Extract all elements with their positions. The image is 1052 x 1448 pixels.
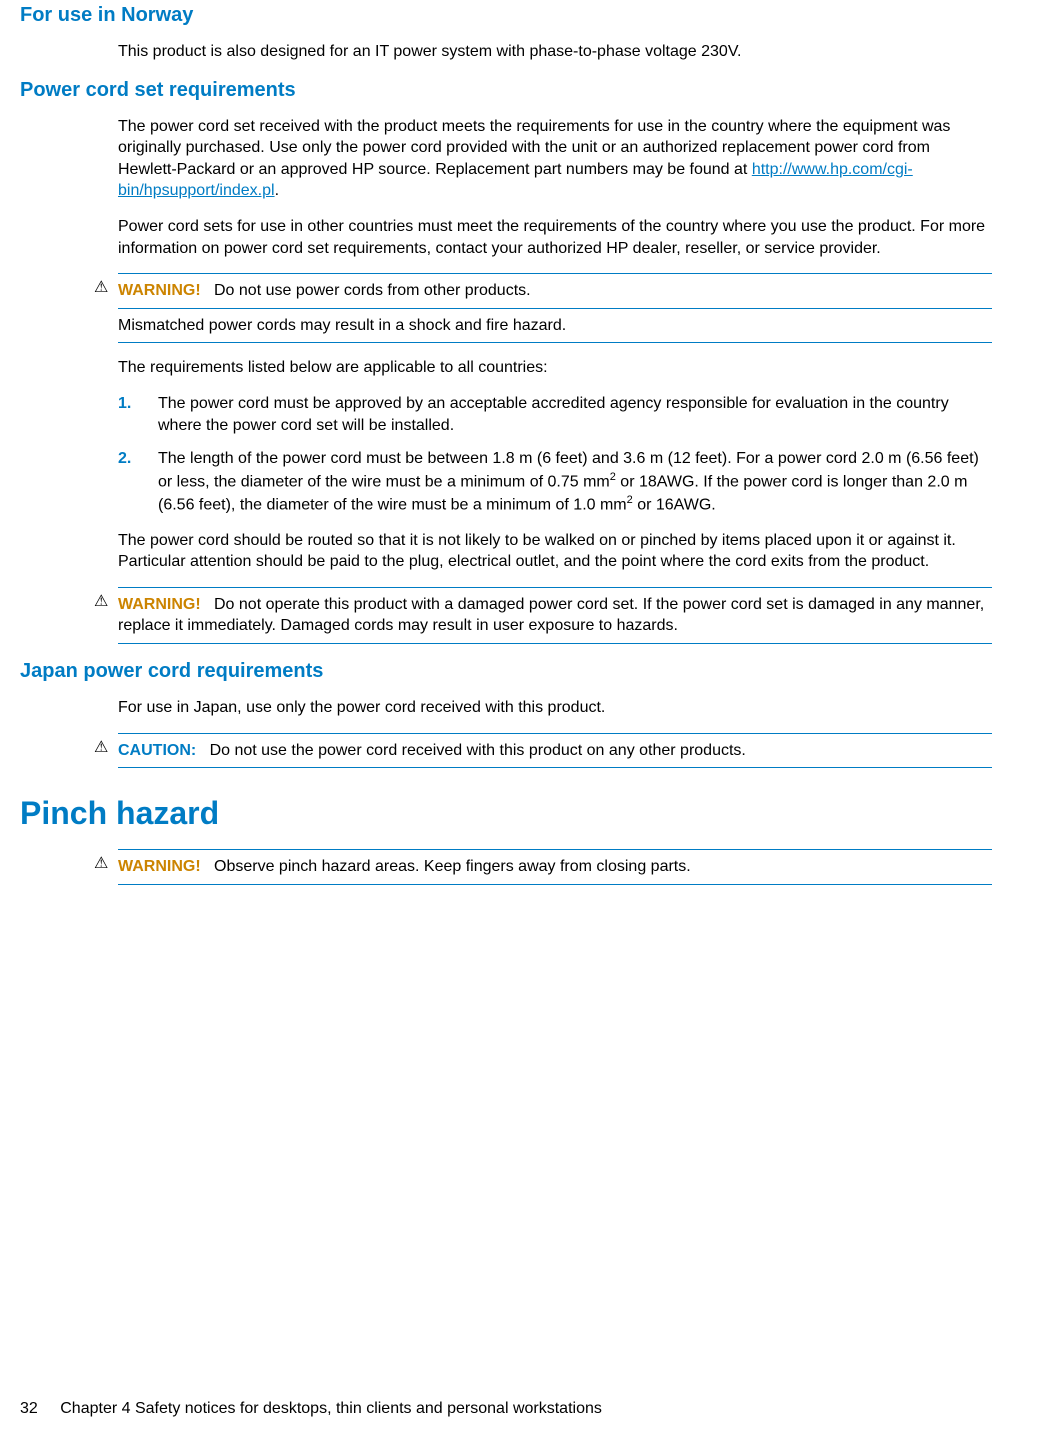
warning1-row1: WARNING! Do not use power cords from oth… — [118, 280, 992, 302]
power-cord-p1: The power cord set received with the pro… — [118, 116, 992, 202]
heading-japan: Japan power cord requirements — [20, 658, 992, 685]
list-text-2c: or 16AWG. — [633, 496, 716, 513]
power-cord-p4: The power cord should be routed so that … — [118, 530, 992, 573]
list-item: 1. The power cord must be approved by an… — [118, 393, 992, 436]
heading-power-cord: Power cord set requirements — [20, 77, 992, 104]
list-item: 2. The length of the power cord must be … — [118, 448, 992, 515]
warning-label: WARNING! — [118, 596, 201, 613]
warning-icon: ⚠ — [94, 856, 108, 872]
caution-icon: ⚠ — [94, 740, 108, 756]
warning-label: WARNING! — [118, 858, 201, 875]
caution-row: CAUTION: Do not use the power cord recei… — [118, 740, 992, 762]
japan-body: For use in Japan, use only the power cor… — [118, 697, 992, 719]
warning-icon: ⚠ — [94, 594, 108, 610]
warning-box-pinch: ⚠ WARNING! Observe pinch hazard areas. K… — [118, 849, 992, 885]
list-number: 1. — [118, 393, 131, 415]
heading-pinch-hazard: Pinch hazard — [20, 792, 992, 835]
norway-body: This product is also designed for an IT … — [118, 41, 992, 63]
caution-box: ⚠ CAUTION: Do not use the power cord rec… — [118, 733, 992, 769]
warning1-text1: Do not use power cords from other produc… — [214, 282, 531, 299]
p1-post: . — [275, 182, 279, 199]
heading-norway: For use in Norway — [20, 2, 992, 29]
pinch-warning-text: Observe pinch hazard areas. Keep fingers… — [214, 858, 691, 875]
warning2-row: WARNING! Do not operate this product wit… — [118, 594, 992, 637]
page-number: 32 — [20, 1400, 38, 1417]
chapter-label: Chapter 4 Safety notices for desktops, t… — [60, 1400, 602, 1417]
warning-box-1: ⚠ WARNING! Do not use power cords from o… — [118, 273, 992, 343]
power-cord-p2: Power cord sets for use in other countri… — [118, 216, 992, 259]
list-number: 2. — [118, 448, 131, 470]
list-text-1: The power cord must be approved by an ac… — [158, 395, 949, 434]
page-content: For use in Norway This product is also d… — [20, 2, 992, 885]
page-footer: 32 Chapter 4 Safety notices for desktops… — [20, 1398, 602, 1420]
power-cord-p3: The requirements listed below are applic… — [118, 357, 992, 379]
pinch-warning-row: WARNING! Observe pinch hazard areas. Kee… — [118, 856, 992, 878]
warning-box-2: ⚠ WARNING! Do not operate this product w… — [118, 587, 992, 644]
warning1-row2: Mismatched power cords may result in a s… — [118, 308, 992, 337]
caution-text: Do not use the power cord received with … — [210, 742, 746, 759]
caution-label: CAUTION: — [118, 742, 196, 759]
requirements-list: 1. The power cord must be approved by an… — [118, 393, 992, 516]
warning-icon: ⚠ — [94, 280, 108, 296]
warning-label: WARNING! — [118, 282, 201, 299]
warning2-text: Do not operate this product with a damag… — [118, 596, 984, 635]
